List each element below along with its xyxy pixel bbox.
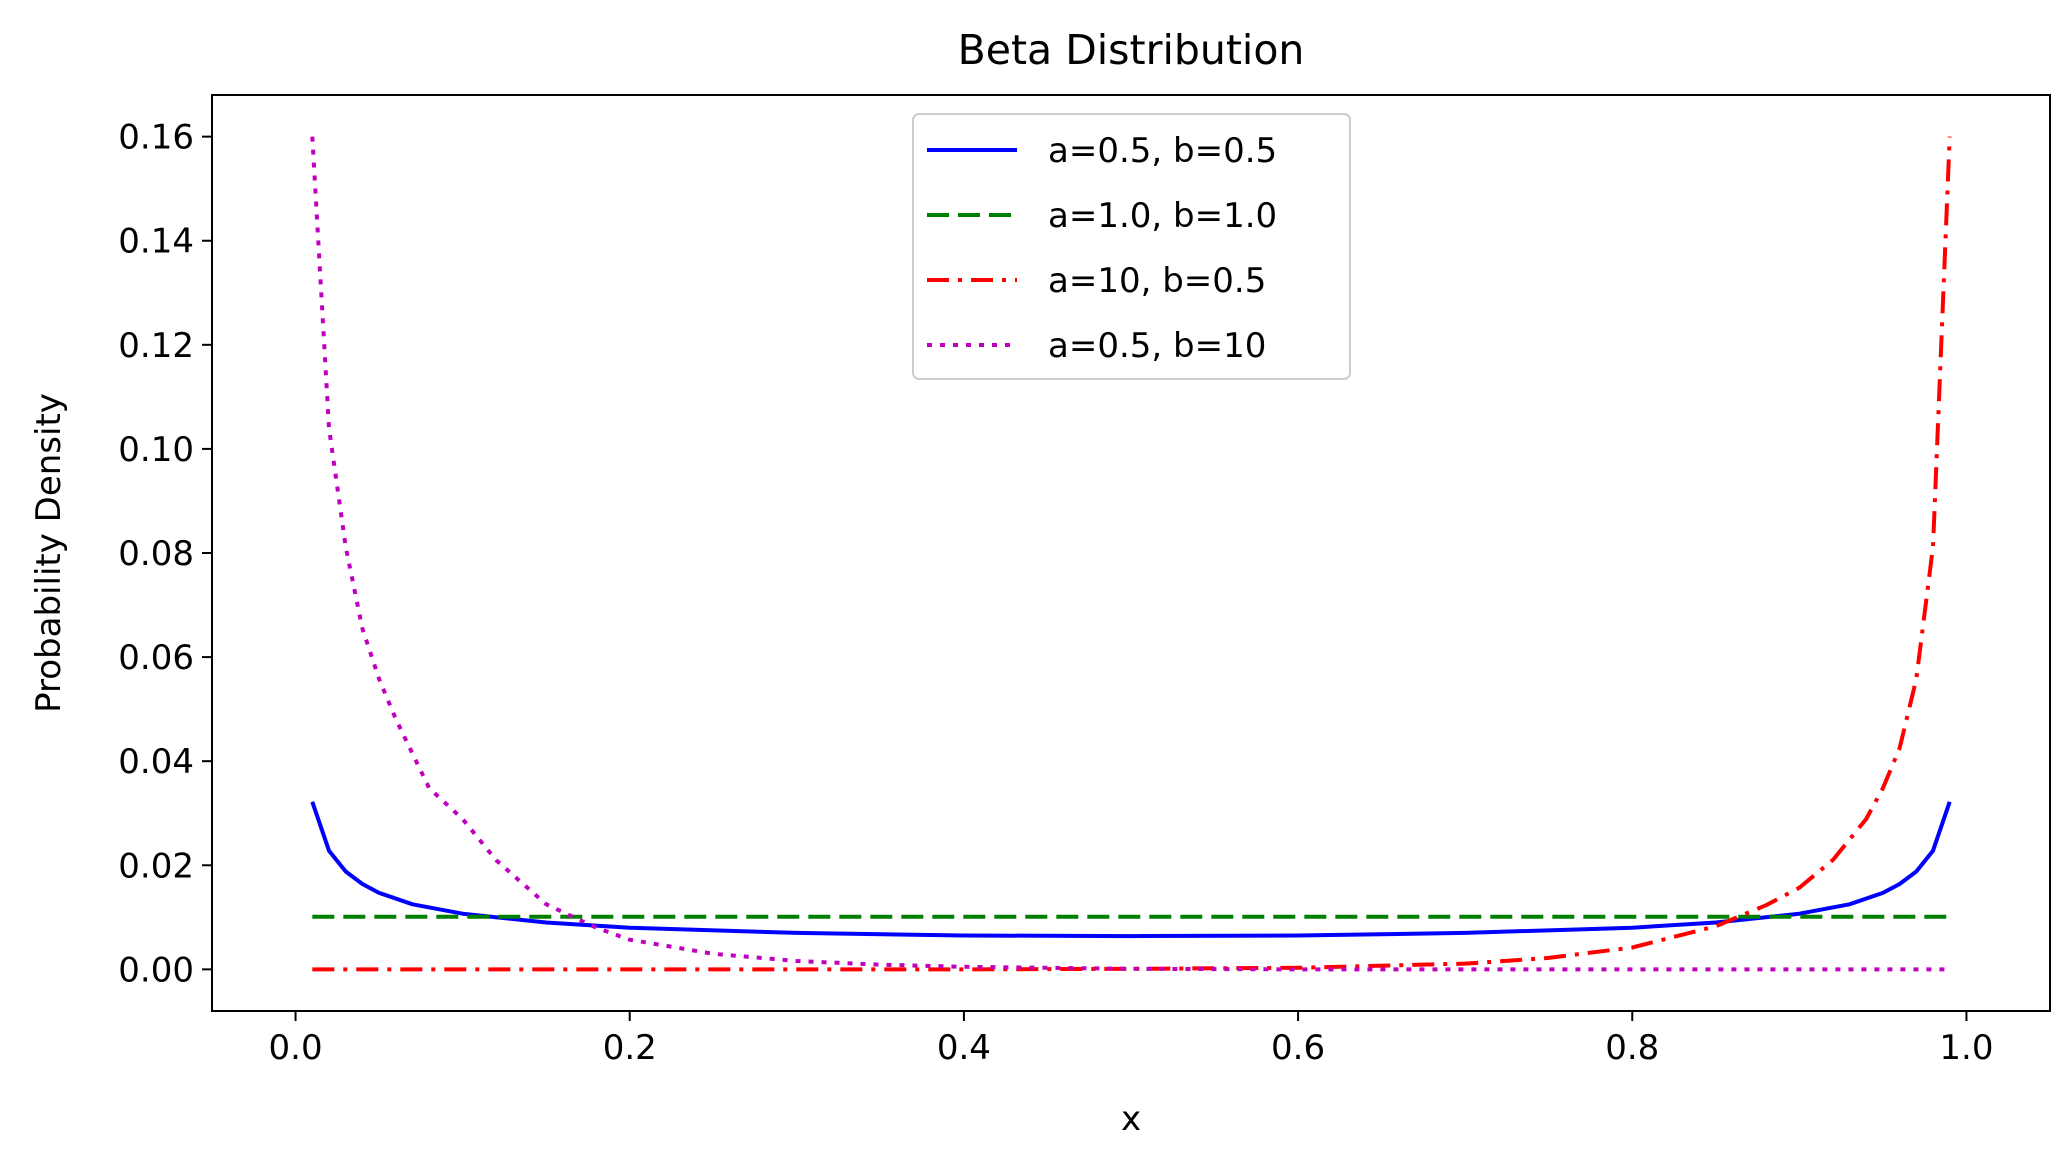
series-line-4	[310, 136, 1950, 972]
chart-title: Beta Distribution	[958, 26, 1305, 74]
x-tick-label: 0.8	[1605, 1028, 1659, 1068]
x-tick-label: 0.6	[1271, 1028, 1325, 1068]
x-axis-label: x	[1121, 1099, 1141, 1139]
x-tick-label: 0.0	[269, 1028, 323, 1068]
x-tick-label: 0.4	[937, 1028, 991, 1068]
y-tick-label: 0.04	[118, 742, 194, 782]
y-axis-label: Probability Density	[29, 393, 69, 713]
y-tick-label: 0.16	[118, 118, 194, 158]
legend-entries: a=0.5, b=0.5 a=1.0, b=1.0 a=10, b=0.5 a=0.5…	[927, 131, 1277, 366]
series-layer	[310, 136, 1952, 972]
series-line-1	[310, 801, 1952, 939]
y-tick-label: 0.02	[118, 846, 194, 886]
legend-label-1: a=0.5, b=0.5	[1048, 131, 1277, 171]
x-tick-label: 0.2	[603, 1028, 657, 1068]
legend-box	[912, 113, 1351, 380]
y-tick-label: 0.14	[118, 222, 194, 262]
y-tick-label: 0.00	[118, 950, 194, 990]
y-tick-label: 0.12	[118, 326, 194, 366]
y-axis-ticks: 0.00 0.02 0.04 0.06 0.08 0.10 0.12 0.14 0.16	[118, 118, 212, 990]
x-axis-ticks: 0.0 0.2 0.4 0.6 0.8 1.0	[269, 1011, 1993, 1068]
x-tick-label: 1.0	[1939, 1028, 1993, 1068]
y-tick-label: 0.10	[118, 430, 194, 470]
legend-label-2: a=1.0, b=1.0	[1048, 196, 1277, 236]
y-tick-label: 0.06	[118, 638, 194, 678]
series-line-3	[312, 136, 1952, 972]
legend-label-4: a=0.5, b=10	[1048, 326, 1266, 366]
y-tick-label: 0.08	[118, 534, 194, 574]
legend: a=0.5, b=0.5 a=1.0, b=1.0 a=10, b=0.5 a=0.5…	[912, 113, 1351, 380]
legend-label-3: a=10, b=0.5	[1048, 261, 1266, 301]
